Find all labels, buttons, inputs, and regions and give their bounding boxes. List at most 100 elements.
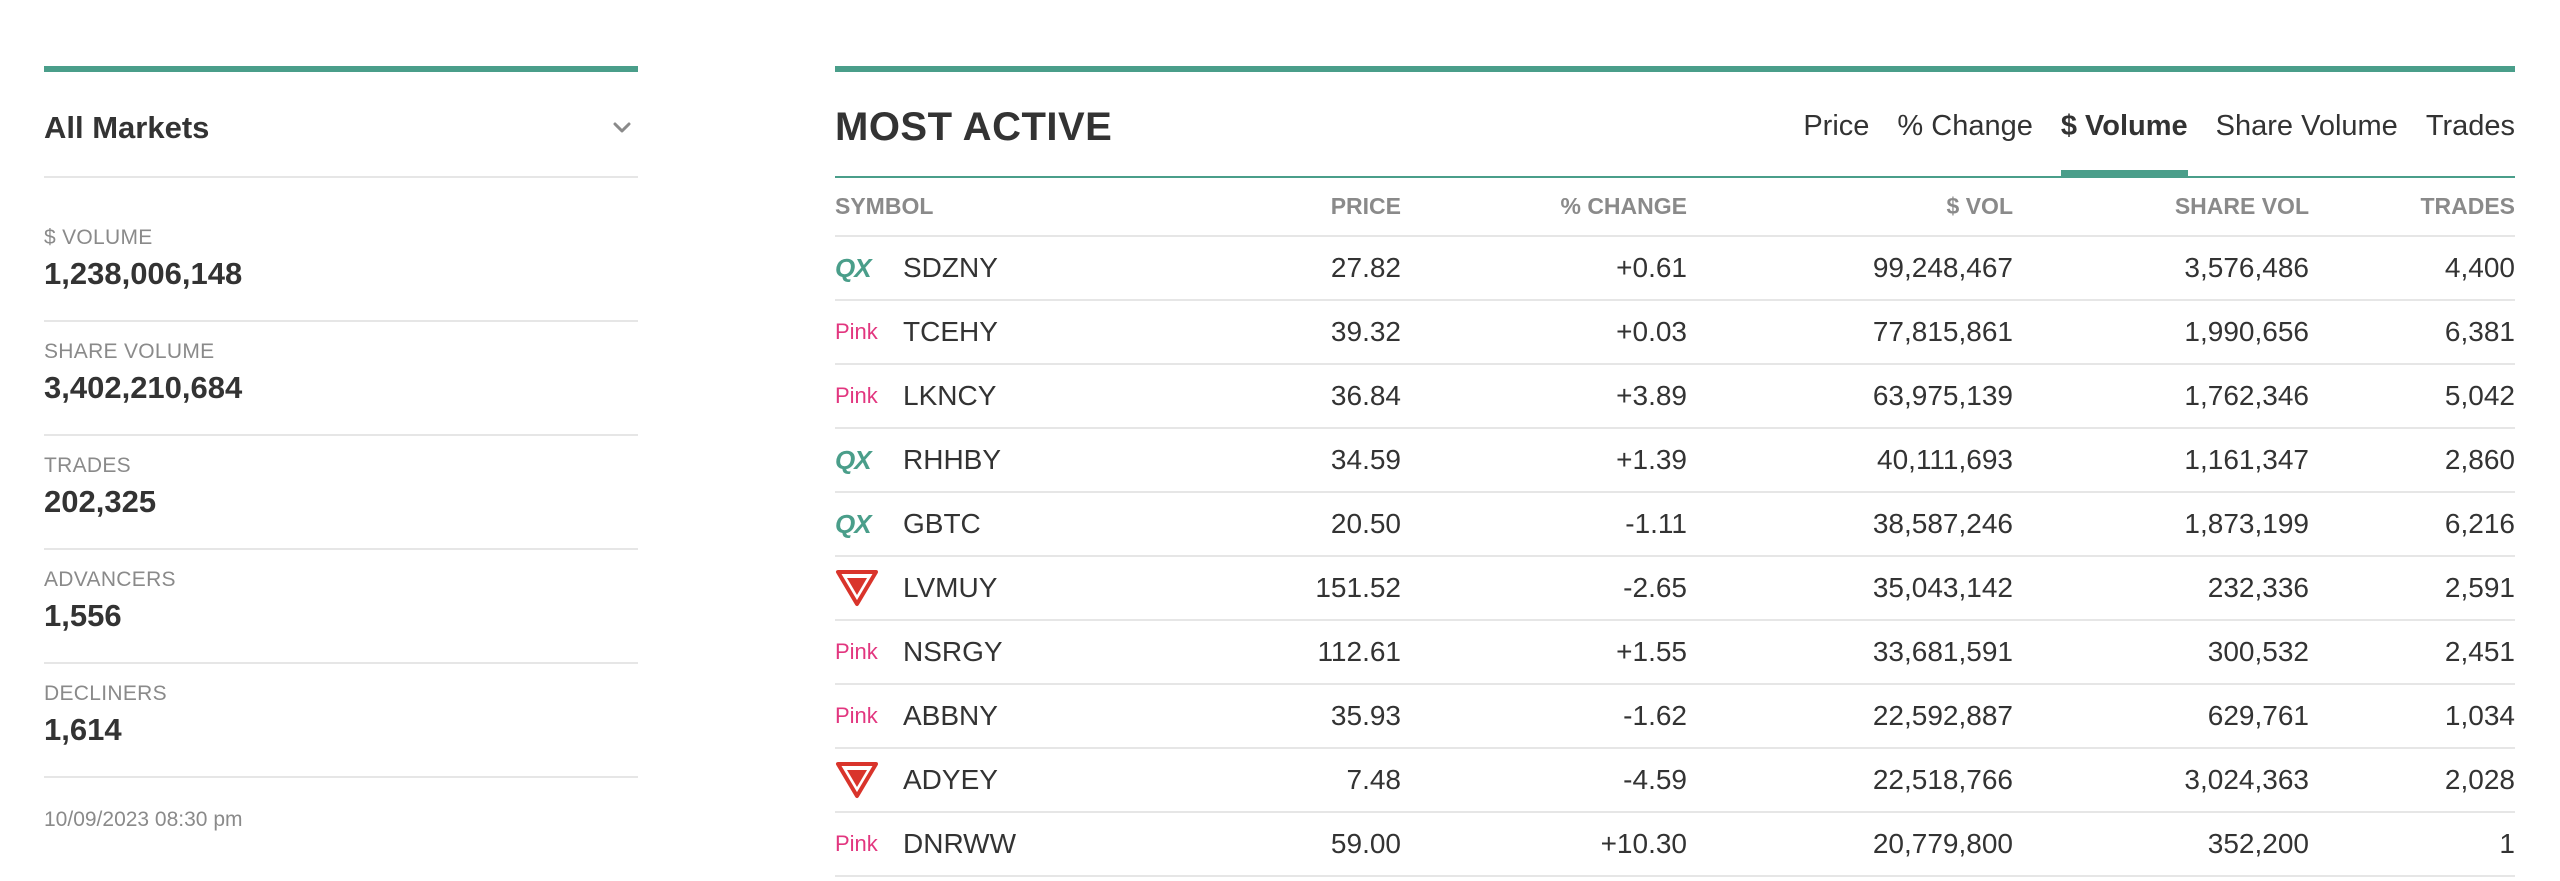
column-header-share-volume[interactable]: SHARE VOL [2013, 178, 2309, 237]
cell-percent-change: -2.65 [1401, 556, 1687, 621]
column-header-price[interactable]: PRICE [1115, 178, 1401, 237]
market-summary-panel: All Markets $ VOLUME 1,238,006,148 SHARE… [44, 66, 638, 832]
yield-warning-icon [835, 761, 903, 799]
table-row[interactable]: Pink TCEHY 39.32 +0.03 77,815,861 1,990,656 6,… [835, 300, 2515, 365]
cell-share-volume: 300,532 [2013, 620, 2309, 685]
otcqx-tier-icon: QX [835, 252, 872, 283]
stat-label: DECLINERS [44, 682, 167, 705]
cell-share-volume: 1,161,347 [2013, 428, 2309, 493]
stat-advancers: ADVANCERS 1,556 [44, 550, 638, 664]
tab-price[interactable]: Price [1803, 109, 1870, 142]
stat-label: ADVANCERS [44, 568, 176, 591]
cell-percent-change: +0.61 [1401, 236, 1687, 301]
accent-bar [835, 66, 2515, 72]
stat-trades: TRADES 202,325 [44, 436, 638, 550]
stat-label: SHARE VOLUME [44, 340, 215, 363]
cell-share-volume: 232,336 [2013, 556, 2309, 621]
tab-percent-change[interactable]: % Change [1897, 109, 2033, 142]
cell-share-volume: 1,873,199 [2013, 492, 2309, 557]
stat-value: 1,614 [44, 712, 122, 747]
stat-value: 1,556 [44, 598, 122, 633]
accent-bar [44, 66, 638, 72]
pink-tier-icon: Pink [835, 703, 903, 729]
table-row[interactable]: QX RHHBY 34.59 +1.39 40,111,693 1,161,347 2,86… [835, 428, 2515, 493]
table-row[interactable]: QX SDZNY 27.82 +0.61 99,248,467 3,576,486 4,40… [835, 236, 2515, 301]
tab-dollar-volume[interactable]: $ Volume [2060, 72, 2188, 178]
market-stats: $ VOLUME 1,238,006,148 SHARE VOLUME 3,40… [44, 226, 638, 778]
symbol-link[interactable]: TCEHY [903, 316, 998, 347]
column-header-dollar-volume[interactable]: $ VOL [1687, 178, 2013, 237]
pink-tier-icon: Pink [835, 319, 903, 345]
cell-symbol: Pink LKNCY [835, 364, 1115, 429]
cell-share-volume: 3,576,486 [2013, 236, 2309, 301]
symbol-link[interactable]: LKNCY [903, 380, 997, 411]
most-active-table: SYMBOL PRICE % CHANGE $ VOL SHARE VOL TR… [835, 178, 2515, 877]
yield-warning-icon [835, 569, 903, 607]
cell-trades: 2,860 [2309, 428, 2515, 493]
cell-dollar-volume: 20,779,800 [1687, 812, 2013, 877]
symbol-link[interactable]: ABBNY [903, 700, 998, 731]
tier-label: Pink [835, 639, 878, 664]
most-active-header: MOST ACTIVE Price % Change $ Volume Shar… [835, 72, 2515, 178]
cell-trades: 2,028 [2309, 748, 2515, 813]
stat-value: 1,238,006,148 [44, 256, 243, 291]
market-selector-label: All Markets [44, 110, 210, 145]
cell-symbol: ADYEY [835, 748, 1115, 813]
market-selector-dropdown[interactable]: All Markets [44, 72, 638, 178]
column-header-percent-change[interactable]: % CHANGE [1401, 178, 1687, 237]
most-active-panel: MOST ACTIVE Price % Change $ Volume Shar… [835, 66, 2515, 877]
stat-value: 202,325 [44, 484, 157, 519]
table-row[interactable]: Pink NSRGY 112.61 +1.55 33,681,591 300,532 2,4… [835, 620, 2515, 685]
cell-dollar-volume: 63,975,139 [1687, 364, 2013, 429]
cell-symbol: Pink NSRGY [835, 620, 1115, 685]
table-body: QX SDZNY 27.82 +0.61 99,248,467 3,576,486 4,40… [835, 236, 2515, 877]
column-header-trades[interactable]: TRADES [2309, 178, 2515, 237]
table-header-row: SYMBOL PRICE % CHANGE $ VOL SHARE VOL TR… [835, 178, 2515, 237]
cell-price: 34.59 [1115, 428, 1401, 493]
symbol-link[interactable]: LVMUY [903, 572, 998, 603]
table-row[interactable]: ADYEY 7.48 -4.59 22,518,766 3,024,363 2,028 [835, 748, 2515, 813]
cell-symbol: Pink TCEHY [835, 300, 1115, 365]
chevron-down-icon[interactable] [610, 116, 634, 140]
tier-label: Pink [835, 703, 878, 728]
symbol-link[interactable]: DNRWW [903, 828, 1017, 859]
cell-price: 36.84 [1115, 364, 1401, 429]
cell-dollar-volume: 33,681,591 [1687, 620, 2013, 685]
cell-dollar-volume: 40,111,693 [1687, 428, 2013, 493]
cell-price: 59.00 [1115, 812, 1401, 877]
symbol-link[interactable]: GBTC [903, 508, 981, 539]
last-updated-timestamp: 10/09/2023 08:30 pm [44, 808, 243, 831]
cell-symbol: Pink ABBNY [835, 684, 1115, 749]
cell-dollar-volume: 35,043,142 [1687, 556, 2013, 621]
table-row[interactable]: Pink DNRWW 59.00 +10.30 20,779,800 352,200 1 [835, 812, 2515, 877]
cell-dollar-volume: 22,592,887 [1687, 684, 2013, 749]
column-header-symbol[interactable]: SYMBOL [835, 178, 1115, 237]
cell-trades: 6,381 [2309, 300, 2515, 365]
cell-dollar-volume: 22,518,766 [1687, 748, 2013, 813]
tier-label: Pink [835, 831, 878, 856]
pink-tier-icon: Pink [835, 639, 903, 665]
cell-trades: 5,042 [2309, 364, 2515, 429]
tier-label: Pink [835, 383, 878, 408]
cell-share-volume: 1,990,656 [2013, 300, 2309, 365]
cell-price: 39.32 [1115, 300, 1401, 365]
stat-value: 3,402,210,684 [44, 370, 243, 405]
cell-percent-change: +1.55 [1401, 620, 1687, 685]
table-row[interactable]: QX GBTC 20.50 -1.11 38,587,246 1,873,199 6,216 [835, 492, 2515, 557]
cell-symbol: Pink DNRWW [835, 812, 1115, 877]
table-row[interactable]: Pink ABBNY 35.93 -1.62 22,592,887 629,761 1,03… [835, 684, 2515, 749]
symbol-link[interactable]: SDZNY [903, 252, 998, 283]
cell-symbol: QX SDZNY [835, 236, 1115, 301]
tab-share-volume[interactable]: Share Volume [2215, 109, 2398, 142]
symbol-link[interactable]: NSRGY [903, 636, 1003, 667]
cell-price: 7.48 [1115, 748, 1401, 813]
cell-trades: 2,451 [2309, 620, 2515, 685]
page-title: MOST ACTIVE [835, 104, 1113, 149]
table-row[interactable]: Pink LKNCY 36.84 +3.89 63,975,139 1,762,346 5,… [835, 364, 2515, 429]
table-row[interactable]: LVMUY 151.52 -2.65 35,043,142 232,336 2,591 [835, 556, 2515, 621]
symbol-link[interactable]: ADYEY [903, 764, 998, 795]
symbol-link[interactable]: RHHBY [903, 444, 1002, 475]
cell-share-volume: 629,761 [2013, 684, 2309, 749]
cell-percent-change: -1.62 [1401, 684, 1687, 749]
tab-trades[interactable]: Trades [2425, 109, 2515, 142]
